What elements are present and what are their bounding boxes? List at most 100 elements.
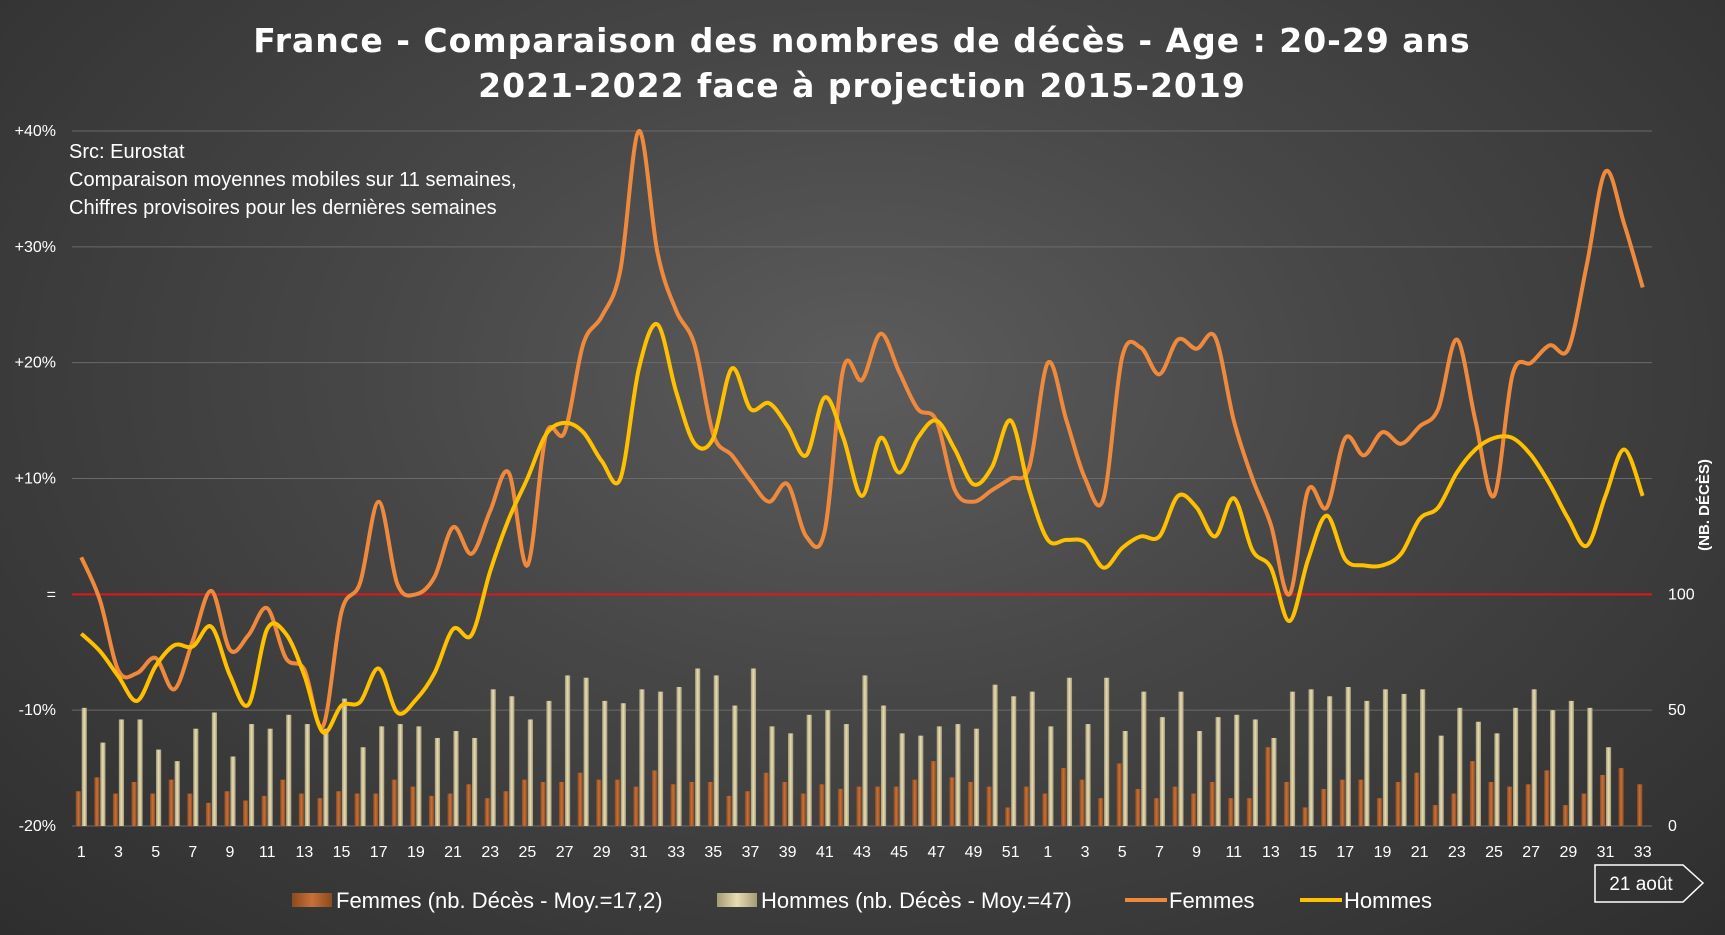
bar-hommes xyxy=(490,689,496,826)
x-tick-label: 17 xyxy=(1336,844,1354,861)
bar-femmes xyxy=(112,793,119,826)
bar-femmes xyxy=(335,791,342,826)
callout-label: 21 août xyxy=(1609,874,1673,895)
bar-femmes xyxy=(1135,788,1141,826)
bar-femmes xyxy=(1618,768,1624,826)
x-tick-label: 7 xyxy=(1155,844,1164,861)
bar-femmes xyxy=(744,791,751,826)
bar-hommes xyxy=(509,696,515,826)
left-tick-label: +30% xyxy=(15,239,56,256)
x-tick-label: 17 xyxy=(370,844,388,861)
x-tick-label: 43 xyxy=(853,844,871,861)
bar-hommes xyxy=(546,700,552,826)
x-tick-label: 9 xyxy=(1192,844,1201,861)
annotation-line: Chiffres provisoires pour les dernières … xyxy=(69,197,497,219)
bar-femmes xyxy=(1562,805,1568,826)
left-tick-label: = xyxy=(47,586,56,603)
bar-femmes xyxy=(391,779,397,826)
bar-hommes xyxy=(1401,693,1407,826)
legend-label: Femmes (nb. Décès - Moy.=17,2) xyxy=(336,888,663,913)
bar-femmes xyxy=(1376,798,1383,826)
bar-femmes xyxy=(1060,768,1067,826)
legend-swatch xyxy=(717,893,757,907)
bar-femmes xyxy=(373,793,379,826)
x-tick-label: 51 xyxy=(1002,844,1020,861)
bar-hommes xyxy=(527,719,533,826)
bar-femmes xyxy=(875,786,881,826)
x-tick-label: 3 xyxy=(114,844,123,861)
annotation-line: Src: Eurostat xyxy=(69,141,185,163)
bar-hommes xyxy=(676,687,682,826)
x-tick-label: 19 xyxy=(1374,844,1392,861)
bar-femmes xyxy=(1302,807,1308,826)
bar-hommes xyxy=(1475,721,1481,826)
bar-femmes xyxy=(1042,793,1048,826)
bar-hommes xyxy=(862,675,868,826)
x-tick-label: 11 xyxy=(259,844,276,861)
x-tick-label: 5 xyxy=(151,844,160,861)
gridlines xyxy=(72,130,1652,827)
bar-femmes xyxy=(559,781,565,826)
x-tick-label: 15 xyxy=(1299,844,1317,861)
bar-femmes xyxy=(298,793,304,826)
x-tick-label: 25 xyxy=(1485,844,1503,861)
bar-hommes xyxy=(453,731,459,826)
right-tick-label: 0 xyxy=(1668,818,1677,835)
bar-hommes xyxy=(788,733,794,826)
left-tick-label: -10% xyxy=(19,702,56,719)
x-tick-label: 31 xyxy=(630,844,648,861)
bar-femmes xyxy=(447,793,453,826)
bar-femmes xyxy=(75,791,81,826)
x-tick-label: 13 xyxy=(295,844,313,861)
bar-hommes xyxy=(713,675,719,826)
bar-femmes xyxy=(1488,781,1494,826)
bar-hommes xyxy=(769,726,775,826)
bar-hommes xyxy=(1550,710,1556,826)
date-callout: 21 août xyxy=(1594,864,1705,903)
bar-hommes xyxy=(1141,691,1147,826)
legend: Femmes (nb. Décès - Moy.=17,2) Hommes (nb… xyxy=(292,888,1432,913)
bar-hommes xyxy=(1382,689,1389,826)
x-tick-label: 23 xyxy=(481,844,499,861)
bar-hommes xyxy=(1512,707,1519,826)
x-tick-label: 9 xyxy=(226,844,235,861)
right-axis-title: (NB. DÉCÈS) xyxy=(1696,459,1713,551)
bar-femmes xyxy=(819,784,825,826)
bar-hommes xyxy=(1494,733,1500,826)
bar-hommes xyxy=(880,705,887,826)
x-tick-label: 21 xyxy=(1411,844,1429,861)
line-series xyxy=(79,128,1645,735)
bar-hommes xyxy=(118,719,125,826)
bar-hommes xyxy=(992,684,998,826)
chart-title: France - Comparaison des nombres de décè… xyxy=(253,21,1470,60)
x-tick-label: 49 xyxy=(965,844,983,861)
left-tick-label: +40% xyxy=(15,123,56,140)
legend-item: Hommes xyxy=(1300,888,1432,913)
bar-hommes xyxy=(1234,714,1240,826)
bar-femmes xyxy=(1079,779,1085,826)
bar-femmes xyxy=(428,795,435,826)
bar-hommes xyxy=(899,733,905,826)
bar-femmes xyxy=(150,793,156,826)
bar-femmes xyxy=(1395,781,1401,826)
bar-femmes xyxy=(1005,807,1011,826)
right-tick-label: 100 xyxy=(1668,586,1695,603)
bar-femmes xyxy=(1339,779,1345,826)
bar-femmes xyxy=(1246,798,1252,826)
bar-hommes xyxy=(156,749,162,826)
bar-femmes xyxy=(317,798,323,826)
bar-hommes xyxy=(750,668,757,826)
x-tick-label: 33 xyxy=(667,844,685,861)
x-tick-label: 23 xyxy=(1448,844,1466,861)
bar-femmes xyxy=(1507,786,1513,826)
bar-femmes xyxy=(205,802,212,826)
x-tick-label: 27 xyxy=(556,844,574,861)
left-tick-label: +10% xyxy=(15,471,56,488)
bar-femmes xyxy=(261,795,267,826)
bar-hommes xyxy=(732,705,738,826)
x-tick-label: 19 xyxy=(407,844,425,861)
bar-femmes xyxy=(1581,793,1587,826)
bar-femmes xyxy=(1209,781,1215,826)
bar-femmes xyxy=(1153,798,1160,826)
bar-femmes xyxy=(912,779,918,826)
